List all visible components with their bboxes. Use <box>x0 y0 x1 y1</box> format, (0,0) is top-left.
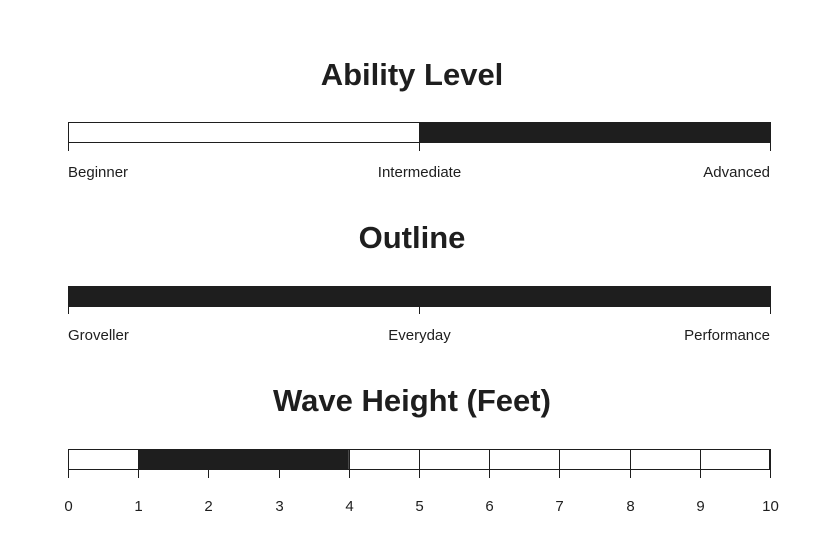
ability-level-tick-label: Advanced <box>703 164 770 181</box>
ability-level-tick-label: Intermediate <box>378 164 461 181</box>
wave-height-feet-tick-label: 4 <box>345 498 353 515</box>
wave-height-feet-tick-label: 2 <box>204 498 212 515</box>
wave-height-feet-filled-bar <box>138 449 349 470</box>
ability-level-filled-bar <box>419 122 770 143</box>
wave-height-feet-tick-label: 5 <box>415 498 423 515</box>
wave-height-feet-tick-label: 1 <box>134 498 142 515</box>
ability-level-title: Ability Level <box>320 57 504 92</box>
wave-height-feet-tick-label: 10 <box>762 498 779 515</box>
outline-tick-label: Groveller <box>68 327 129 344</box>
wave-height-feet-tick-label: 9 <box>696 498 704 515</box>
wave-height-feet-tick-label: 3 <box>275 498 283 515</box>
wave-height-feet-tick-label: 7 <box>555 498 563 515</box>
wave-height-feet-tick-label: 0 <box>64 498 72 515</box>
wave-height-feet-tick-label: 8 <box>626 498 634 515</box>
wave-height-title: Wave Height (Feet) <box>273 383 551 418</box>
ability-level-tick-label: Beginner <box>68 164 128 181</box>
wave-height-feet-tick-label: 6 <box>485 498 493 515</box>
outline-title: Outline <box>358 220 466 255</box>
outline-tick-label: Performance <box>684 327 770 344</box>
outline-tick-label: Everyday <box>388 327 451 344</box>
